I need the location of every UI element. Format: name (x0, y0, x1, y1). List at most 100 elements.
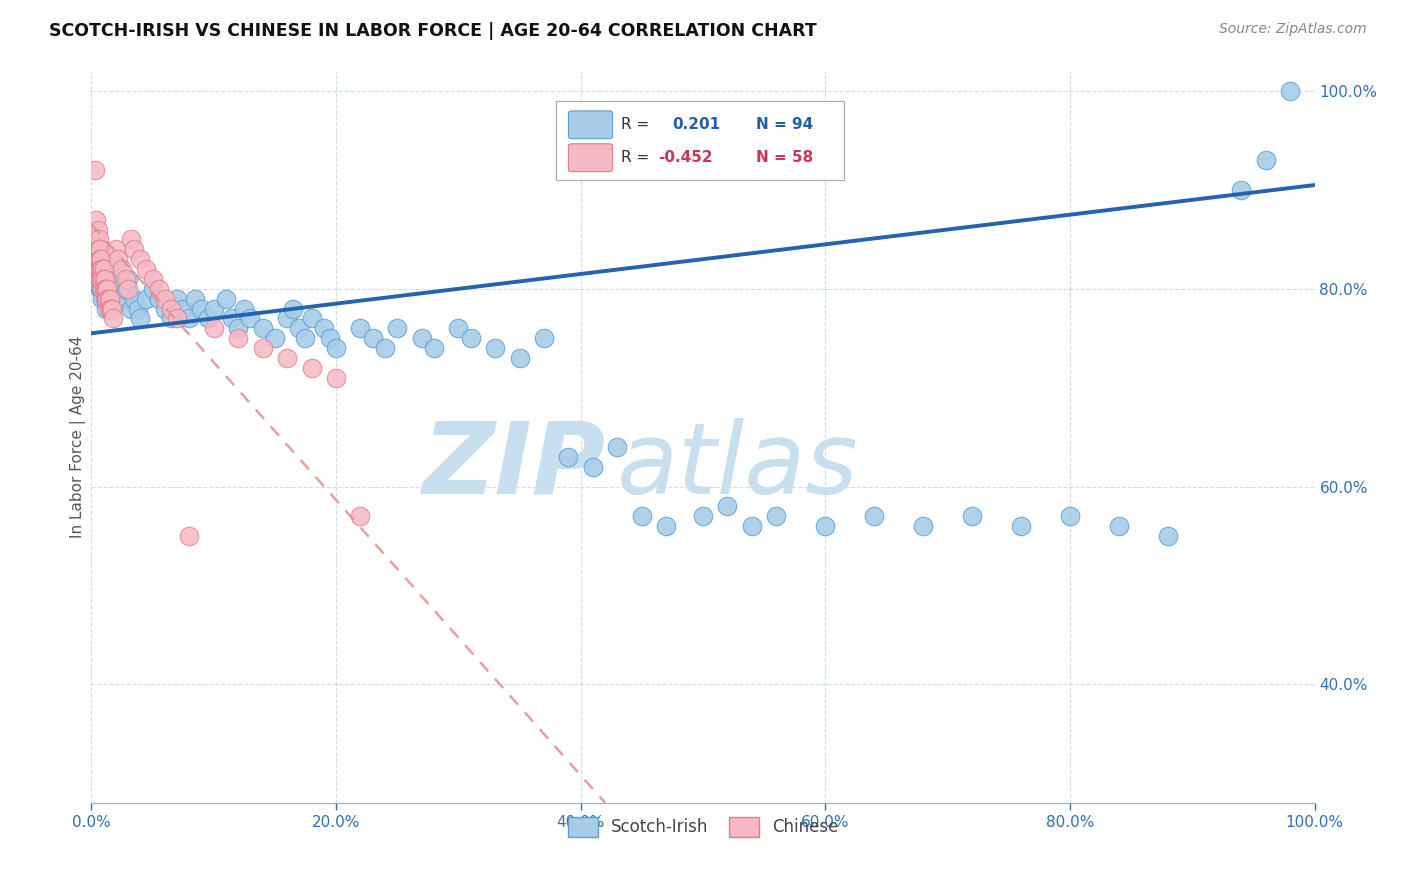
Point (90, 282, 112, 296)
Point (90, 262, 112, 277)
Point (135, 262, 157, 277)
Point (423, 341, 446, 355)
Point (110, 282, 132, 296)
Point (100, 301, 122, 316)
Point (93, 272, 115, 286)
Point (135, 292, 157, 306)
Point (91, 282, 114, 296)
Point (197, 311, 219, 326)
Point (276, 311, 298, 326)
Point (1254, 153, 1277, 168)
Point (190, 301, 212, 316)
Point (87, 242, 110, 256)
Legend: Scotch-Irish, Chinese: Scotch-Irish, Chinese (562, 812, 844, 842)
Point (91, 272, 114, 286)
Point (447, 321, 470, 335)
Point (385, 321, 409, 335)
Point (114, 282, 136, 296)
Point (98, 292, 121, 306)
Point (103, 311, 125, 326)
Point (122, 242, 145, 256)
Point (215, 292, 238, 306)
Point (127, 301, 149, 316)
Point (86, 252, 108, 267)
Point (94, 282, 117, 296)
Point (361, 331, 384, 345)
Point (239, 311, 262, 326)
Point (184, 292, 207, 306)
Point (153, 292, 176, 306)
Point (1157, 529, 1180, 543)
Point (160, 301, 183, 316)
Point (166, 311, 188, 326)
Point (319, 331, 342, 345)
Point (101, 282, 124, 296)
Point (252, 321, 274, 335)
Point (93, 262, 115, 277)
Point (411, 331, 433, 345)
Point (484, 341, 506, 355)
Point (264, 331, 287, 345)
Text: atlas: atlas (617, 417, 859, 515)
FancyBboxPatch shape (568, 144, 613, 171)
Point (94, 292, 117, 306)
Point (87, 252, 110, 267)
Point (765, 509, 787, 524)
Point (101, 301, 124, 316)
Point (90, 252, 112, 267)
Point (97, 301, 120, 316)
Point (94, 272, 117, 286)
Point (86, 242, 108, 256)
Point (276, 351, 298, 365)
Point (509, 351, 531, 365)
Point (172, 301, 194, 316)
Point (98, 301, 121, 316)
Point (148, 292, 170, 306)
Point (117, 282, 139, 296)
Point (374, 341, 396, 355)
Point (93, 282, 115, 296)
Point (94, 282, 117, 296)
Point (96, 292, 118, 306)
Point (655, 519, 678, 533)
Point (202, 321, 225, 335)
Point (533, 331, 555, 345)
Point (141, 272, 163, 286)
Point (96, 282, 118, 296)
Point (716, 500, 738, 514)
Point (91, 292, 114, 306)
Point (141, 282, 163, 296)
Point (1059, 509, 1081, 524)
Point (107, 252, 129, 267)
Point (107, 272, 129, 286)
Text: R =: R = (621, 117, 650, 132)
Point (120, 232, 142, 246)
Point (179, 311, 201, 326)
Point (87, 262, 110, 277)
Point (114, 272, 136, 286)
Point (325, 371, 347, 385)
Point (103, 292, 125, 306)
Point (94, 282, 117, 296)
Point (89, 272, 111, 286)
Point (122, 292, 145, 306)
Point (1010, 519, 1032, 533)
Point (1108, 519, 1130, 533)
Point (148, 282, 170, 296)
Point (86, 262, 108, 277)
Point (863, 509, 886, 524)
Point (301, 311, 323, 326)
Point (117, 272, 139, 286)
Point (692, 509, 714, 524)
Point (166, 292, 188, 306)
Point (84, 163, 107, 178)
Point (129, 311, 152, 326)
Text: -0.452: -0.452 (658, 150, 713, 165)
Point (98, 292, 121, 306)
Point (112, 292, 135, 306)
Point (460, 331, 482, 345)
Point (111, 262, 134, 277)
Point (312, 321, 335, 335)
Point (301, 360, 323, 375)
Point (226, 321, 249, 335)
